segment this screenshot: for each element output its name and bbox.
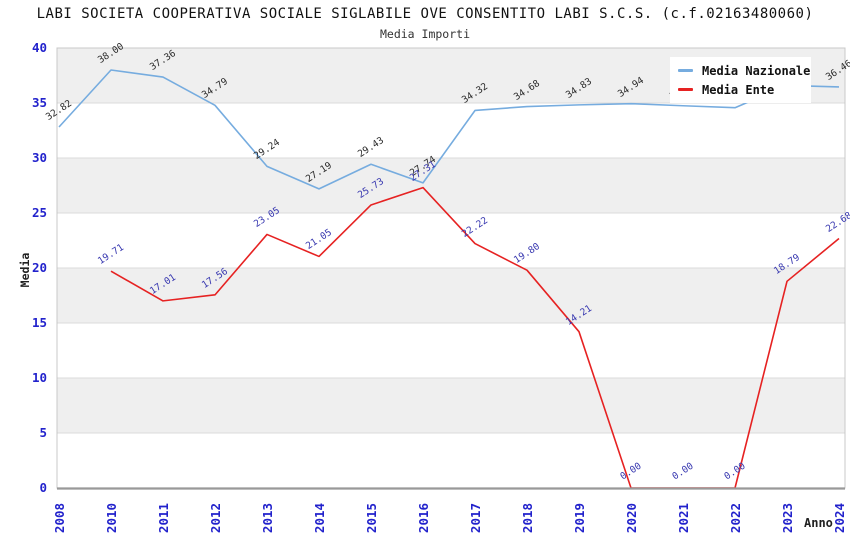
- plot-band: [57, 378, 845, 433]
- line-swatch-blue-icon: [678, 69, 693, 72]
- legend: Media Nazionale Media Ente: [670, 57, 811, 103]
- series-line-nazionale: [58, 69, 840, 190]
- series-line-ente: [110, 186, 840, 489]
- plot-band: [57, 268, 845, 323]
- x-axis-title: Anno: [804, 516, 833, 530]
- legend-label: Media Ente: [702, 82, 775, 97]
- legend-item-nazionale: Media Nazionale: [678, 64, 811, 78]
- legend-item-ente: Media Ente: [678, 83, 811, 97]
- chart-subtitle: Media Importi: [379, 27, 470, 41]
- legend-label: Media Nazionale: [702, 63, 811, 78]
- plot-band: [57, 158, 845, 213]
- line-swatch-red-icon: [678, 88, 693, 91]
- chart-title: LABI SOCIETA COOPERATIVA SOCIALE SIGLABI…: [36, 6, 814, 22]
